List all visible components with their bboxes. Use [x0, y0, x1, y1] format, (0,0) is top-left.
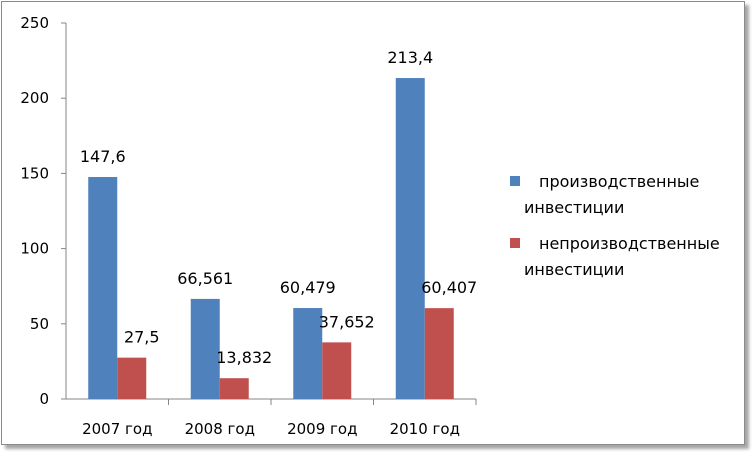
x-tick-label: 2010 год — [390, 420, 460, 438]
legend-label-line: непроизводственные — [539, 234, 720, 253]
x-axis-tick-labels: 2007 год 2008 год 2009 год 2010 год — [82, 420, 460, 438]
data-label: 66,561 — [177, 269, 233, 288]
data-label: 37,652 — [319, 312, 375, 331]
x-tick-label: 2007 год — [82, 420, 152, 438]
bar-non-production-1 — [219, 378, 249, 399]
bar-production-3 — [395, 78, 425, 400]
y-tick-label: 50 — [30, 315, 49, 333]
legend-label-line: инвестиции — [524, 198, 624, 217]
data-label: 60,407 — [421, 278, 477, 297]
bars — [88, 78, 454, 400]
y-tick-label: 0 — [39, 390, 49, 408]
data-label: 27,5 — [124, 328, 160, 347]
data-labels: 147,6 27,5 66,561 13,832 60,479 37,652 213,4 60… — [80, 48, 477, 367]
legend-label-line: инвестиции — [524, 260, 624, 279]
data-label: 60,479 — [280, 278, 336, 297]
bar-non-production-3 — [424, 308, 454, 399]
legend-swatch — [510, 238, 520, 248]
y-tick-label: 150 — [20, 164, 49, 182]
bar-non-production-2 — [322, 342, 352, 399]
data-label: 147,6 — [80, 147, 126, 166]
bar-production-2 — [293, 308, 323, 399]
legend-label-line: производственные — [539, 172, 699, 191]
x-tick-label: 2009 год — [287, 420, 357, 438]
data-label: 213,4 — [387, 48, 433, 67]
bar-production-0 — [88, 177, 118, 399]
x-tick-label: 2008 год — [185, 420, 255, 438]
legend-swatch — [510, 176, 520, 186]
y-tick-label: 200 — [20, 89, 49, 107]
bar-non-production-0 — [117, 357, 147, 399]
y-tick-label: 250 — [20, 14, 49, 32]
y-tick-label: 100 — [20, 240, 49, 258]
y-axis-tick-labels: 0 50 100 150 200 250 — [20, 14, 49, 408]
legend: производственные инвестиции непроизводстве… — [510, 172, 720, 279]
bar-production-1 — [190, 298, 220, 399]
data-label: 13,832 — [216, 348, 272, 367]
